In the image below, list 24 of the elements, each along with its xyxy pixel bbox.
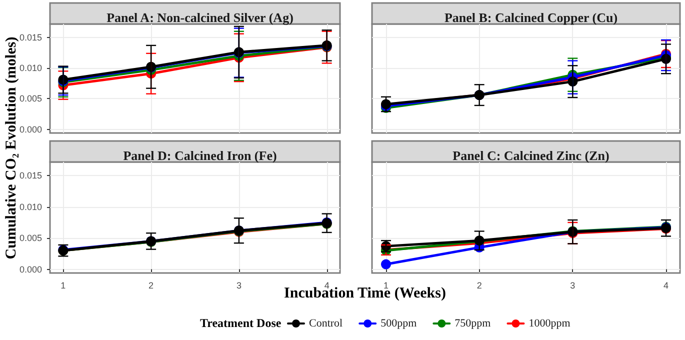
chart-title: Panel B: Calcined Copper (Cu) (444, 10, 618, 25)
y-tick-label: 0.000 (19, 264, 42, 274)
legend-title: Treatment Dose (200, 316, 282, 330)
x-tick-label: 2 (148, 280, 154, 290)
y-tick-label: 0.015 (19, 32, 42, 42)
y-tick-label: 0.005 (19, 94, 42, 104)
y-tick-label: 0.010 (19, 63, 42, 74)
x-tick-label: 3 (570, 280, 576, 290)
x-tick-label: 4 (663, 280, 669, 290)
y-tick-label: 0.010 (19, 202, 42, 212)
y-tick-label: 0.015 (19, 170, 42, 181)
legend-label: 1000ppm (528, 318, 571, 330)
y-tick-label: 0.005 (19, 233, 42, 244)
legend-label: Control (309, 318, 343, 330)
x-tick-label: 1 (60, 280, 66, 290)
legend-label: 750ppm (454, 318, 492, 330)
legend-label: 500ppm (380, 318, 418, 330)
chart-title: Panel A: Non-calcined Silver (Ag) (106, 10, 294, 25)
chart-title: Panel D: Calcined Iron (Fe) (123, 148, 277, 163)
x-tick-label: 3 (236, 280, 242, 290)
x-tick-label: 2 (476, 280, 482, 290)
y-tick-label: 0.000 (19, 124, 42, 134)
y-axis-title: Cumulative CO₂ Evolution (moles) (4, 36, 20, 260)
chart-title: Panel C: Calcined Zinc (Zn) (452, 148, 610, 163)
